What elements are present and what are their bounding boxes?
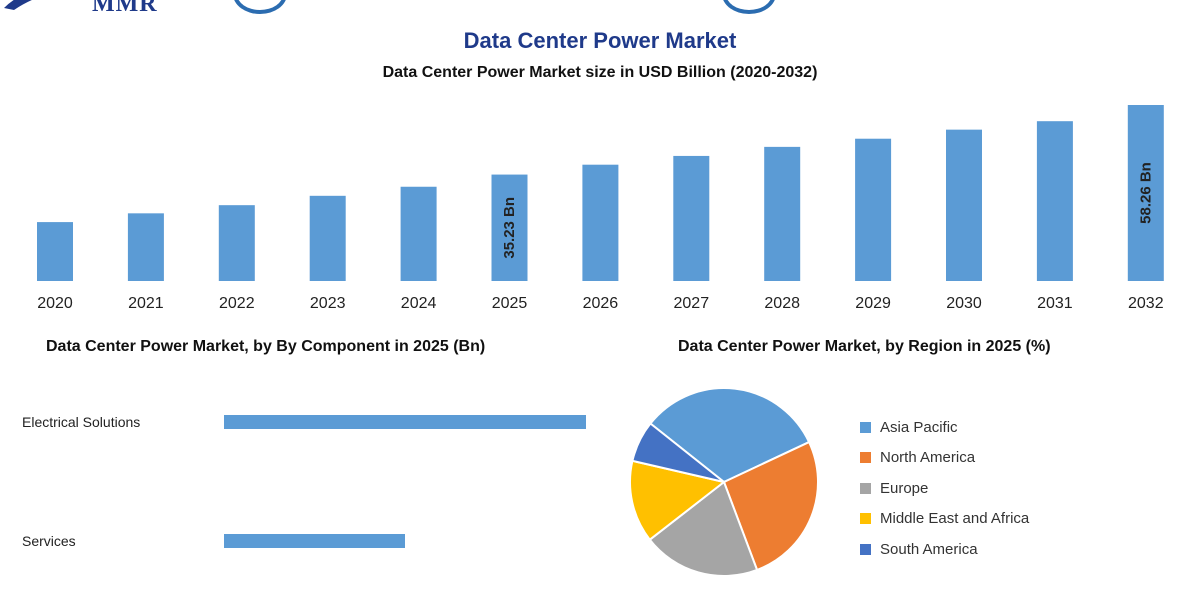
legend-item: North America <box>860 443 1029 474</box>
x-tick-label: 2020 <box>37 295 73 312</box>
bar-2025 <box>491 174 528 281</box>
legend-item: Europe <box>860 473 1029 504</box>
legend-swatch <box>860 543 871 555</box>
bar-2029 <box>855 138 892 281</box>
bar-2027 <box>673 155 710 281</box>
bar-data-label: 35.23 Bn <box>501 197 518 259</box>
hbar-services <box>224 534 405 548</box>
hbar-electrical-solutions <box>224 415 586 429</box>
bar-2022 <box>218 205 255 281</box>
x-tick-label: 2022 <box>219 295 255 312</box>
x-tick-label: 2032 <box>1128 295 1164 312</box>
x-tick-label: 2023 <box>310 295 346 312</box>
bar-2023 <box>309 195 346 281</box>
pie-slice-middle-east-and-africa <box>629 459 727 542</box>
header-strip: MMR <box>0 0 1200 17</box>
legend-label: Middle East and Africa <box>880 510 1030 528</box>
bar-2021 <box>127 213 164 281</box>
x-tick-label: 2021 <box>128 295 164 312</box>
region-chart-title: Data Center Power Market, by Region in 2… <box>678 338 1051 355</box>
legend-swatch <box>860 421 871 433</box>
legend-label: Europe <box>880 479 929 497</box>
x-tick-label: 2028 <box>764 295 800 312</box>
bar-2032 <box>1127 105 1164 281</box>
pie-slice-north-america <box>722 440 819 572</box>
pie-slice-south-america <box>631 422 725 483</box>
main-title: Data Center Power Market <box>463 28 737 53</box>
legend-item: South America <box>860 534 1029 565</box>
bar-2031 <box>1036 121 1073 282</box>
legend-item: Asia Pacific <box>860 412 1029 443</box>
x-tick-label: 2026 <box>583 295 619 312</box>
component-category-label: Services <box>22 533 76 549</box>
bar-2026 <box>582 164 619 281</box>
component-category-label: Electrical Solutions <box>22 414 140 430</box>
bar-2020 <box>37 222 73 281</box>
x-tick-label: 2027 <box>674 295 710 312</box>
logo-text: MMR <box>92 0 158 17</box>
x-tick-label: 2025 <box>492 295 528 312</box>
component-bar-chart: Electrical Solutions Services <box>22 414 586 549</box>
bar-2024 <box>400 186 437 281</box>
x-tick-label: 2024 <box>401 295 437 312</box>
bar-2028 <box>764 146 801 281</box>
component-chart-title: Data Center Power Market, by By Componen… <box>46 338 486 355</box>
legend-label: Asia Pacific <box>880 418 958 436</box>
x-tick-label: 2029 <box>855 295 891 312</box>
bar-data-label: 58.26 Bn <box>1137 162 1154 224</box>
x-tick-label: 2031 <box>1037 295 1073 312</box>
logo-icon <box>4 0 32 10</box>
market-size-bar-chart: 2020 2021 2022 2023 2024 2025 35.23 Bn 2026 2027… <box>37 105 1164 312</box>
legend-label: South America <box>880 540 978 558</box>
legend-label: North America <box>880 449 976 467</box>
pie-slice-europe <box>648 480 759 577</box>
pie-slice-asia-pacific <box>649 387 811 484</box>
bar-chart-subtitle: Data Center Power Market size in USD Bil… <box>382 64 818 81</box>
legend-item: Middle East and Africa <box>860 504 1029 535</box>
region-legend: Asia Pacific North America Europe Middle Ea… <box>860 412 1029 565</box>
bar-2030 <box>946 129 982 281</box>
legend-swatch <box>860 452 871 464</box>
x-tick-label: 2030 <box>946 295 982 312</box>
legend-swatch <box>860 513 871 525</box>
legend-swatch <box>860 482 871 494</box>
